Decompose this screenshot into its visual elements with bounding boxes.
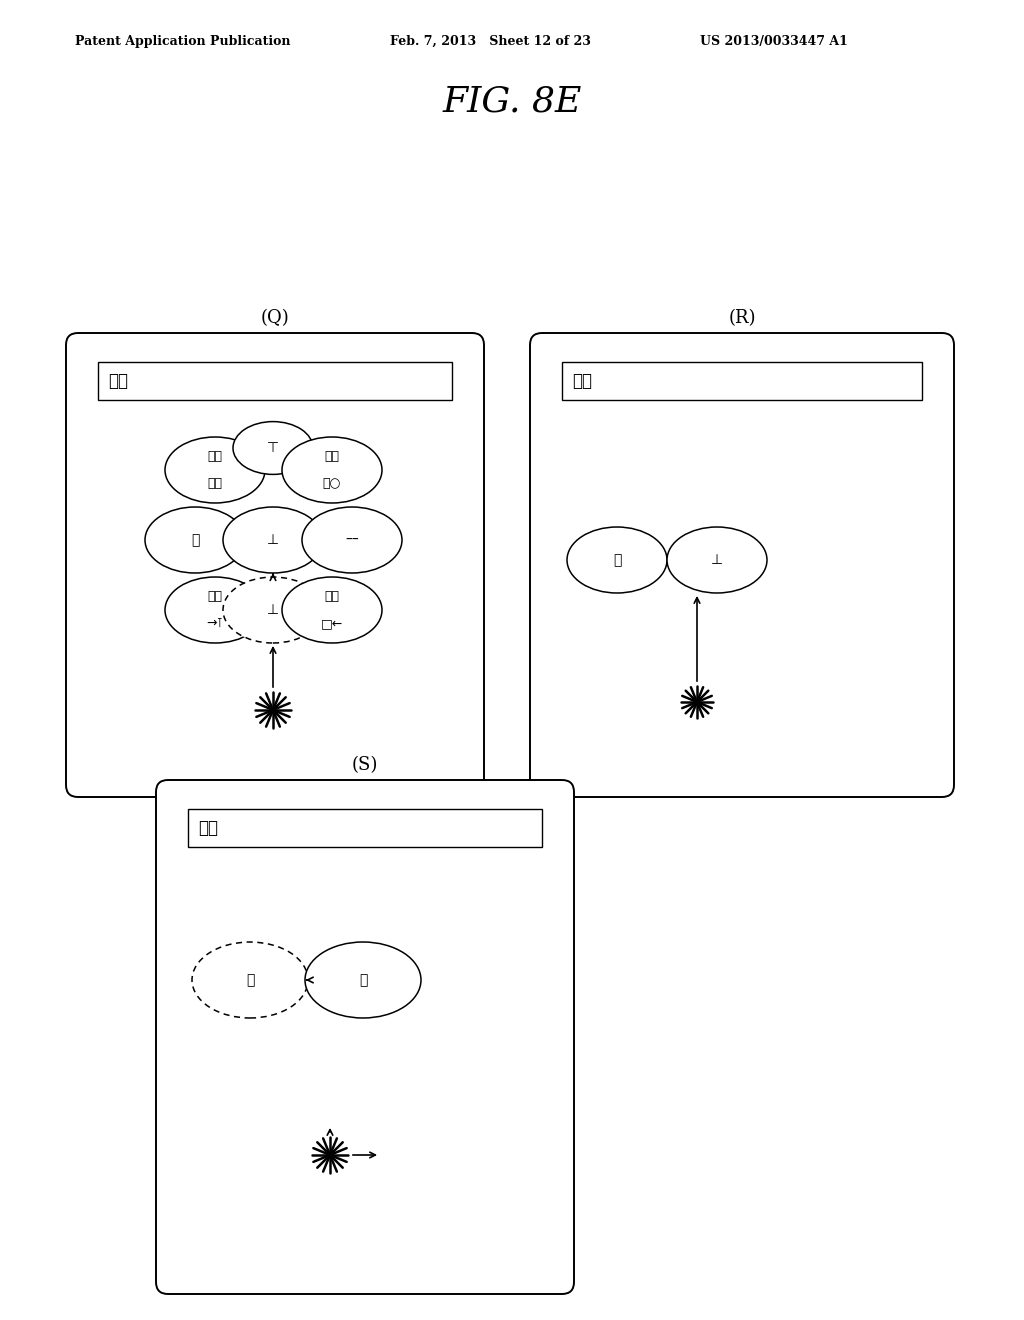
Text: 스니: 스니 xyxy=(208,450,222,462)
Text: ᄉ티: ᄉ티 xyxy=(208,590,222,603)
Bar xyxy=(188,809,542,847)
Text: ⊥: ⊥ xyxy=(267,533,280,546)
Text: (Q): (Q) xyxy=(261,309,290,327)
FancyBboxPatch shape xyxy=(530,333,954,797)
Text: 평화: 평화 xyxy=(198,818,218,837)
Ellipse shape xyxy=(165,577,265,643)
Ellipse shape xyxy=(223,507,323,573)
Text: US 2013/0033447 A1: US 2013/0033447 A1 xyxy=(700,36,848,48)
Ellipse shape xyxy=(233,421,313,474)
Text: 평승: 평승 xyxy=(572,372,592,389)
Bar xyxy=(98,362,452,400)
Ellipse shape xyxy=(193,942,308,1018)
Text: ⊥: ⊥ xyxy=(267,603,280,616)
Text: FIG. 8E: FIG. 8E xyxy=(442,84,582,119)
Ellipse shape xyxy=(165,437,265,503)
Ellipse shape xyxy=(223,577,323,643)
Ellipse shape xyxy=(567,527,667,593)
Text: Feb. 7, 2013   Sheet 12 of 23: Feb. 7, 2013 Sheet 12 of 23 xyxy=(390,36,591,48)
Text: (R): (R) xyxy=(728,309,756,327)
Ellipse shape xyxy=(282,437,382,503)
Text: ⊤: ⊤ xyxy=(267,441,280,455)
Text: 가: 가 xyxy=(246,973,254,987)
Ellipse shape xyxy=(302,507,402,573)
Bar xyxy=(562,362,922,400)
Text: ––: –– xyxy=(345,533,358,546)
FancyBboxPatch shape xyxy=(156,780,574,1294)
Text: 니일: 니일 xyxy=(208,478,222,490)
Ellipse shape xyxy=(145,507,245,573)
Text: →⊺: →⊺ xyxy=(207,618,223,631)
Text: (S): (S) xyxy=(352,756,378,774)
Text: ᄀ: ᄀ xyxy=(190,533,200,546)
Text: 포니: 포니 xyxy=(325,590,340,603)
Text: Patent Application Publication: Patent Application Publication xyxy=(75,36,291,48)
Text: ⊥: ⊥ xyxy=(711,553,723,568)
Text: 평승: 평승 xyxy=(108,372,128,389)
Ellipse shape xyxy=(305,942,421,1018)
Text: 가: 가 xyxy=(358,973,368,987)
Text: ᄂ향: ᄂ향 xyxy=(325,450,340,462)
FancyBboxPatch shape xyxy=(66,333,484,797)
Ellipse shape xyxy=(282,577,382,643)
Text: 가: 가 xyxy=(612,553,622,568)
Ellipse shape xyxy=(667,527,767,593)
Text: 굳○: 굳○ xyxy=(323,478,341,490)
Text: □←: □← xyxy=(321,618,343,631)
